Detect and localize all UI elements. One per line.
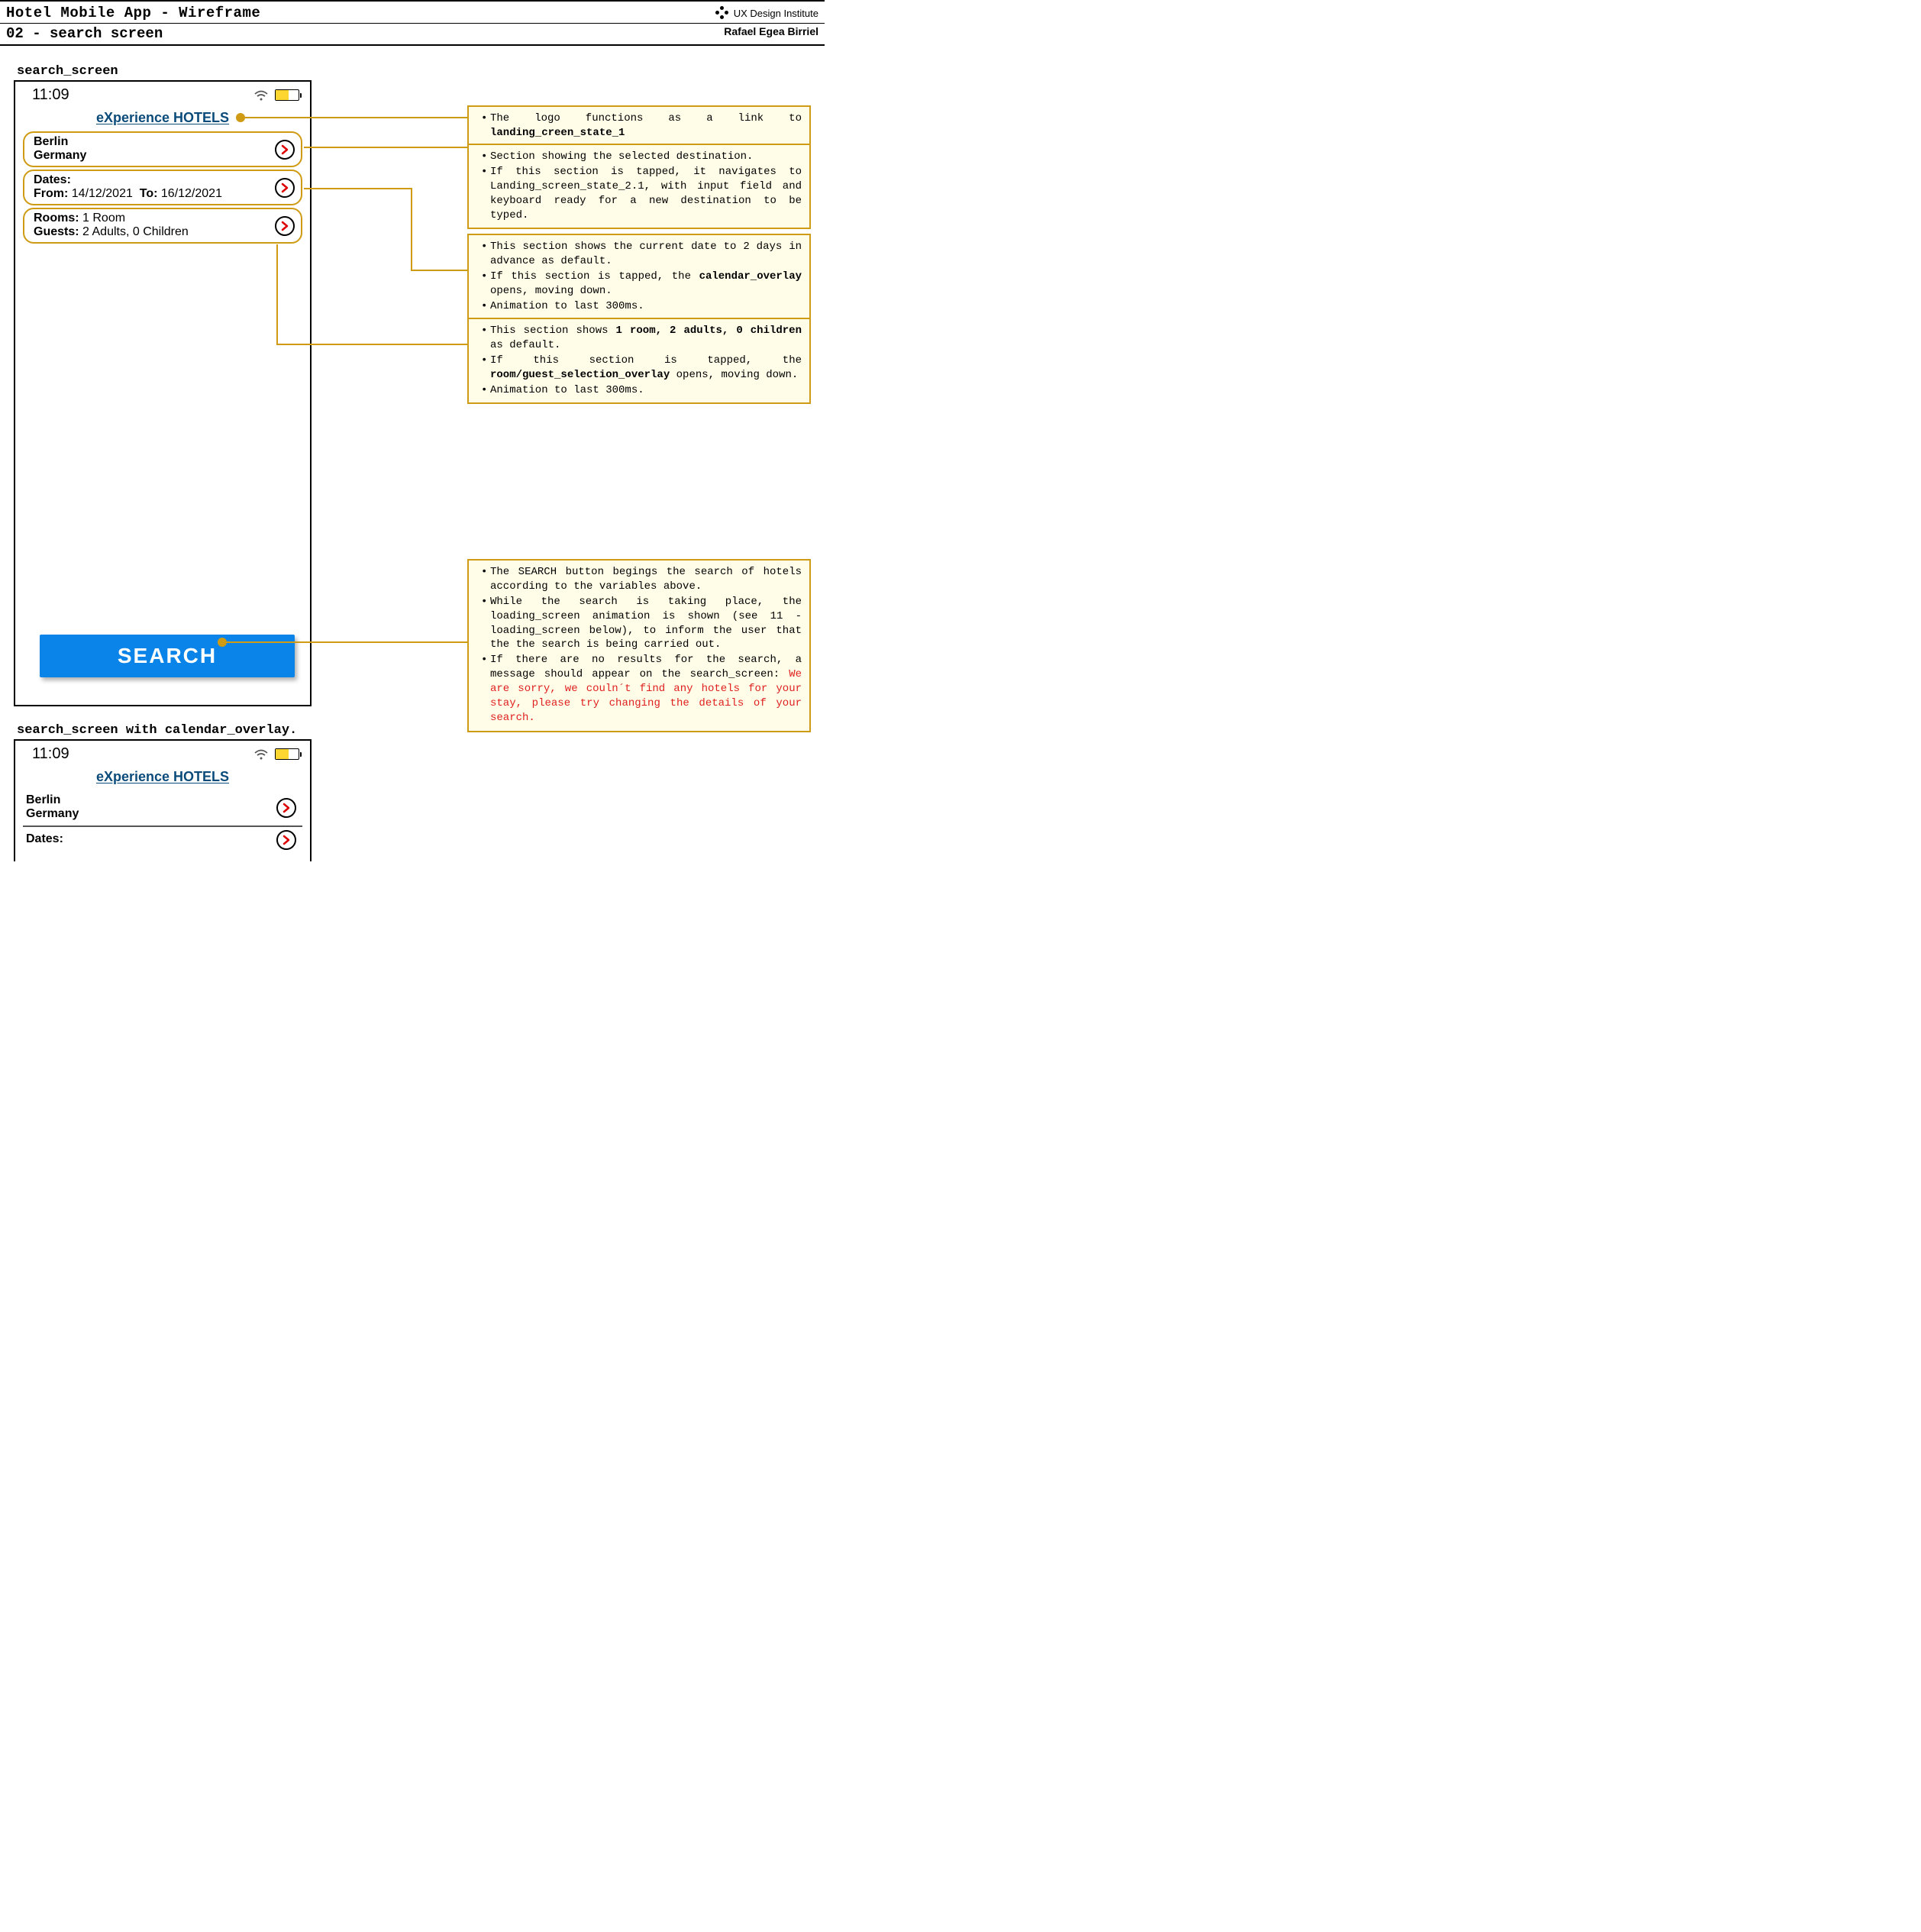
canvas: search_screen 11:09 eXperience HOTELS Be… [0, 46, 825, 877]
from-label: From: [34, 187, 68, 200]
status-bar: 11:09 [15, 741, 310, 764]
screen-label-1: search_screen [17, 64, 815, 79]
author-name: Rafael Egea Birriel [724, 25, 818, 42]
connector-line [276, 244, 278, 344]
wifi-icon [253, 748, 269, 760]
annot-text: opens, moving down. [670, 369, 798, 381]
destination-row[interactable]: Berlin Germany [23, 131, 302, 167]
annot-text: If this section is tapped, it navigates … [481, 165, 802, 223]
annot-text: If there are no results for the search, … [490, 654, 802, 680]
phone-frame-2: 11:09 eXperience HOTELS Berlin Germany D… [14, 739, 312, 861]
uxdi-label: UX Design Institute [734, 8, 818, 19]
annotation-dates: This section shows the current date to 2… [467, 234, 811, 320]
annotation-logo: The logo functions as a link to landing_… [467, 105, 811, 147]
annotation-rooms: This section shows 1 room, 2 adults, 0 c… [467, 318, 811, 404]
annot-bold: 1 room, 2 adults, 0 children [616, 325, 802, 337]
dest-city: Berlin [26, 793, 60, 806]
connector-line [276, 344, 467, 345]
annotation-search: The SEARCH button begings the search of … [467, 559, 811, 732]
battery-icon [275, 89, 299, 101]
to-label: To: [140, 187, 158, 200]
annot-text: If this section is tapped, the [490, 270, 699, 283]
chevron-right-icon[interactable] [276, 830, 296, 850]
cropped-phone-block: search_screen with calendar_overlay. 11:… [14, 723, 815, 861]
status-time: 11:09 [32, 86, 69, 104]
dates-label: Dates: [26, 832, 63, 845]
chevron-right-icon[interactable] [276, 798, 296, 818]
chevron-right-icon[interactable] [275, 178, 295, 198]
annot-text: Animation to last 300ms. [481, 299, 802, 314]
wifi-icon [253, 89, 269, 101]
annotation-destination: Section showing the selected destination… [467, 144, 811, 229]
dest-country: Germany [34, 149, 86, 162]
page-title: Hotel Mobile App - Wireframe [6, 5, 260, 21]
annot-text: opens, moving down. [490, 285, 612, 297]
dates-row[interactable]: Dates: From: 14/12/2021 To: 16/12/2021 [23, 170, 302, 205]
annot-text: Section showing the selected destination… [481, 150, 802, 164]
from-value: 14/12/2021 [72, 187, 133, 200]
connector-line [304, 188, 411, 189]
page-subtitle: 02 - search screen [6, 25, 163, 42]
annot-text: as default. [490, 339, 560, 351]
chevron-right-icon[interactable] [275, 140, 295, 160]
uxdi-logo-icon [715, 6, 729, 20]
rooms-label: Rooms: [34, 212, 79, 225]
annot-text: If this section is tapped, the [490, 354, 802, 367]
rooms-guests-row[interactable]: Rooms: 1 Room Guests: 2 Adults, 0 Childr… [23, 208, 302, 244]
annot-text: This section shows [490, 325, 616, 337]
rooms-value: 1 Room [82, 212, 125, 225]
destination-row[interactable]: Berlin Germany [23, 790, 302, 827]
page-header: Hotel Mobile App - Wireframe UX Design I… [0, 0, 825, 24]
annot-bold: landing_creen_state_1 [490, 127, 625, 139]
annot-text: This section shows the current date to 2… [481, 240, 802, 269]
brand-logo[interactable]: eXperience HOTELS [15, 764, 310, 788]
guests-label: Guests: [34, 225, 79, 238]
annot-text: The SEARCH button begings the search of … [481, 565, 802, 594]
dest-country: Germany [26, 807, 79, 820]
annot-bold: room/guest_selection_overlay [490, 369, 670, 381]
chevron-right-icon[interactable] [275, 216, 295, 236]
annot-text: While the search is taking place, the lo… [481, 595, 802, 653]
connector-line [411, 270, 467, 271]
to-value: 16/12/2021 [161, 187, 222, 200]
annot-text: The logo functions as a link to [490, 112, 802, 124]
dates-label: Dates: [34, 173, 71, 186]
uxdi-badge: UX Design Institute [715, 6, 818, 20]
connector-line [411, 188, 412, 270]
battery-icon [275, 748, 299, 760]
annot-bold: calendar_overlay [699, 270, 802, 283]
dates-row[interactable]: Dates: [23, 829, 302, 851]
status-bar: 11:09 [15, 82, 310, 105]
guests-value: 2 Adults, 0 Children [82, 225, 189, 238]
search-button-label: SEARCH [118, 644, 217, 668]
connector-line [241, 117, 467, 118]
dest-city: Berlin [34, 135, 68, 148]
connector-line [304, 147, 467, 148]
annot-text: Animation to last 300ms. [481, 383, 802, 398]
connector-line [222, 641, 467, 643]
page-subheader: 02 - search screen Rafael Egea Birriel [0, 24, 825, 46]
phone-frame-1: 11:09 eXperience HOTELS Berlin Germany D… [14, 80, 312, 706]
status-icons [253, 89, 299, 101]
status-icons [253, 748, 299, 760]
status-time: 11:09 [32, 745, 69, 763]
